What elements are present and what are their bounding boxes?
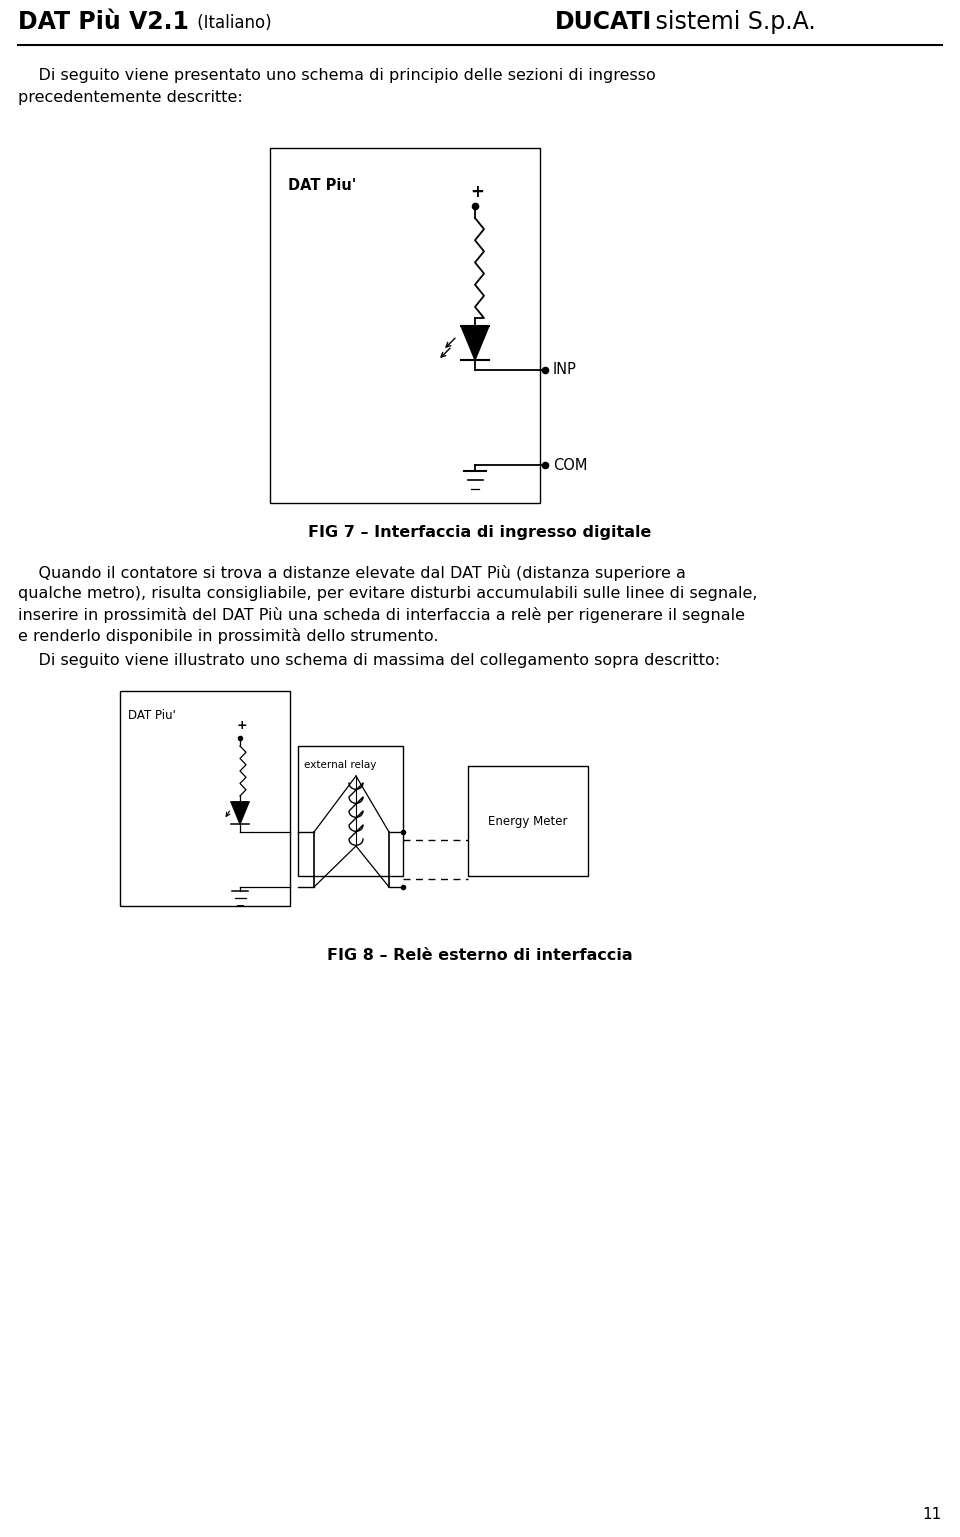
Text: Energy Meter: Energy Meter (489, 815, 567, 827)
Text: qualche metro), risulta consigliabile, per evitare disturbi accumulabili sulle l: qualche metro), risulta consigliabile, p… (18, 586, 757, 601)
Text: DAT Piu': DAT Piu' (128, 709, 176, 722)
Text: +: + (237, 719, 248, 732)
Text: FIG 8 – Relè esterno di interfaccia: FIG 8 – Relè esterno di interfaccia (327, 948, 633, 964)
Text: COM: COM (553, 458, 588, 472)
Bar (120, 692, 290, 905)
Polygon shape (461, 326, 489, 360)
Bar (468, 765, 588, 876)
Text: FIG 7 – Interfaccia di ingresso digitale: FIG 7 – Interfaccia di ingresso digitale (308, 526, 652, 539)
Text: Di seguito viene illustrato uno schema di massima del collegamento sopra descrit: Di seguito viene illustrato uno schema d… (18, 653, 720, 669)
Text: DAT Piu': DAT Piu' (288, 178, 356, 194)
Text: precedentemente descritte:: precedentemente descritte: (18, 91, 243, 105)
Text: Di seguito viene presentato uno schema di principio delle sezioni di ingresso: Di seguito viene presentato uno schema d… (18, 68, 656, 83)
Text: sistemi S.p.A.: sistemi S.p.A. (648, 11, 816, 34)
Text: INP: INP (553, 363, 577, 378)
Text: 11: 11 (923, 1506, 942, 1522)
Text: inserire in prossimità del DAT Più una scheda di interfaccia a relè per rigenera: inserire in prossimità del DAT Più una s… (18, 607, 745, 622)
Bar (270, 148, 540, 503)
Text: e renderlo disponibile in prossimità dello strumento.: e renderlo disponibile in prossimità del… (18, 629, 439, 644)
Bar (298, 745, 403, 876)
Text: DAT Più V2.1: DAT Più V2.1 (18, 11, 189, 34)
Polygon shape (231, 802, 249, 824)
Text: external relay: external relay (304, 759, 376, 770)
Text: DUCATI: DUCATI (555, 11, 652, 34)
Text: Quando il contatore si trova a distanze elevate dal DAT Più (distanza superiore : Quando il contatore si trova a distanze … (18, 566, 685, 581)
Text: +: + (470, 183, 484, 201)
Text: (Italiano): (Italiano) (192, 14, 272, 32)
